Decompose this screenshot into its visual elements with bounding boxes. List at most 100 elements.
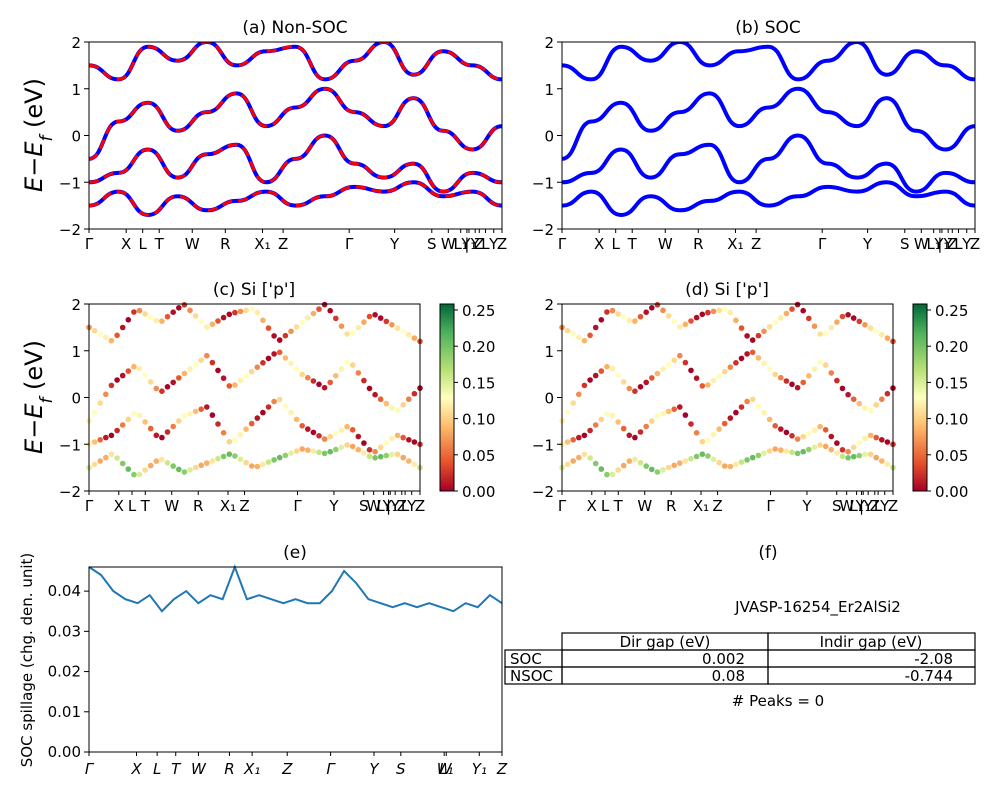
xtick-label: Y: [801, 497, 812, 515]
projection-point: [209, 359, 216, 366]
projection-point: [355, 433, 362, 440]
projection-point: [316, 433, 322, 439]
projection-point: [834, 319, 840, 325]
projection-point: [822, 330, 829, 337]
projection-point: [794, 436, 801, 442]
projection-point: [192, 464, 199, 471]
projection-point: [738, 355, 745, 362]
projection-point: [288, 409, 294, 416]
panel-e-axes: 0.040.030.020.010.00Γ X L T W R X₁ Z Γ Y S WL₁ Y₁ Z: [48, 582, 508, 778]
projection-point: [654, 413, 661, 419]
peaks-count: # Peaks = 0: [732, 692, 824, 710]
projection-point: [108, 337, 115, 344]
panel-c-title: (c) Si ['p']: [213, 280, 295, 300]
projection-point: [649, 418, 655, 424]
projection-point: [271, 351, 277, 357]
projection-point: [136, 365, 143, 372]
ytick-label: −2: [532, 483, 554, 501]
ytick-label: −2: [59, 221, 81, 239]
projection-point: [147, 379, 154, 385]
projection-point: [349, 330, 356, 337]
projection-point: [817, 442, 823, 448]
projection-point: [338, 427, 345, 433]
projection-point: [204, 460, 210, 466]
projection-point: [592, 324, 599, 331]
xtick-label: Γ: [293, 497, 302, 515]
projection-point: [400, 402, 407, 408]
xtick-label: L₁: [849, 497, 863, 515]
xtick-label: Y₁: [855, 497, 871, 515]
xtick-label: R: [220, 235, 230, 253]
xtick-label: L₁: [927, 235, 941, 253]
xtick-label: Z: [278, 235, 288, 253]
projection-point: [299, 423, 306, 429]
gap-table: Dir gap (eV) Indir gap (eV) SOC 0.002 -2…: [504, 632, 976, 685]
projection-point: [811, 444, 818, 451]
projection-point: [164, 384, 171, 390]
projection-point: [237, 431, 244, 438]
projection-point: [406, 458, 412, 464]
band-line-0: [89, 42, 502, 82]
projection-point: [581, 451, 588, 458]
projection-point: [637, 313, 644, 320]
projection-point: [192, 313, 199, 319]
projection-point: [131, 363, 137, 370]
projection-point: [97, 437, 103, 443]
table-row-soc-dir: 0.002: [702, 650, 745, 668]
projection-point: [305, 426, 311, 432]
projection-point: [856, 318, 863, 325]
projection-point: [176, 466, 182, 473]
projection-point: [806, 430, 812, 437]
projection-point: [192, 408, 199, 415]
projection-point: [867, 325, 874, 331]
projection-point: [845, 448, 851, 455]
xtick-label: Y: [369, 760, 380, 778]
table-header-dir: Dir gap (eV): [620, 633, 711, 651]
xtick-label: L: [128, 497, 137, 515]
projection-point: [845, 455, 851, 461]
projection-point: [265, 355, 272, 362]
projection-point: [305, 374, 311, 381]
panel-e: (e) 0.040.030.020.010.00Γ X L T W R X₁ Z Γ Y S WL₁ Y…: [18, 543, 508, 778]
projection-point: [383, 400, 390, 407]
projection-point: [349, 427, 356, 433]
band-line-3: [89, 180, 502, 218]
projection-point: [845, 391, 851, 398]
projection-point: [400, 328, 407, 335]
colorbar-label: 0.05: [462, 447, 495, 465]
projection-point: [254, 364, 261, 371]
projection-point: [372, 455, 378, 461]
projection-point: [327, 433, 334, 440]
projection-point: [254, 415, 261, 421]
xtick-label: W: [191, 760, 207, 778]
projection-point: [209, 458, 216, 464]
projection-point: [626, 317, 633, 324]
projection-point: [643, 309, 649, 316]
projection-point: [693, 375, 700, 382]
projection-point: [310, 448, 317, 455]
band-line-2: [562, 133, 975, 194]
xtick-label: T: [140, 497, 151, 515]
projection-point: [598, 317, 605, 323]
colorbar-label: 0.00: [462, 483, 495, 501]
projection-point: [164, 429, 171, 435]
projection-point: [114, 427, 120, 434]
projection-point: [260, 360, 266, 366]
projection-point: [394, 432, 401, 439]
xtick-label: Γ: [326, 760, 336, 778]
projection-point: [254, 309, 261, 316]
projection-point: [834, 377, 840, 384]
projection-point: [333, 315, 339, 322]
panel-e-ylabel: SOC spillage (chg. den. unit): [18, 553, 36, 768]
projection-point: [288, 450, 294, 457]
projection-point: [389, 322, 395, 328]
xtick-label: Z: [474, 235, 484, 253]
projection-point: [710, 308, 717, 315]
projection-point: [716, 459, 722, 466]
panel-b-title: (b) SOC: [735, 18, 801, 38]
xtick-label: Z: [397, 497, 407, 515]
projection-point: [772, 319, 778, 326]
projection-point: [727, 415, 734, 421]
xtick-label: Z: [947, 235, 957, 253]
